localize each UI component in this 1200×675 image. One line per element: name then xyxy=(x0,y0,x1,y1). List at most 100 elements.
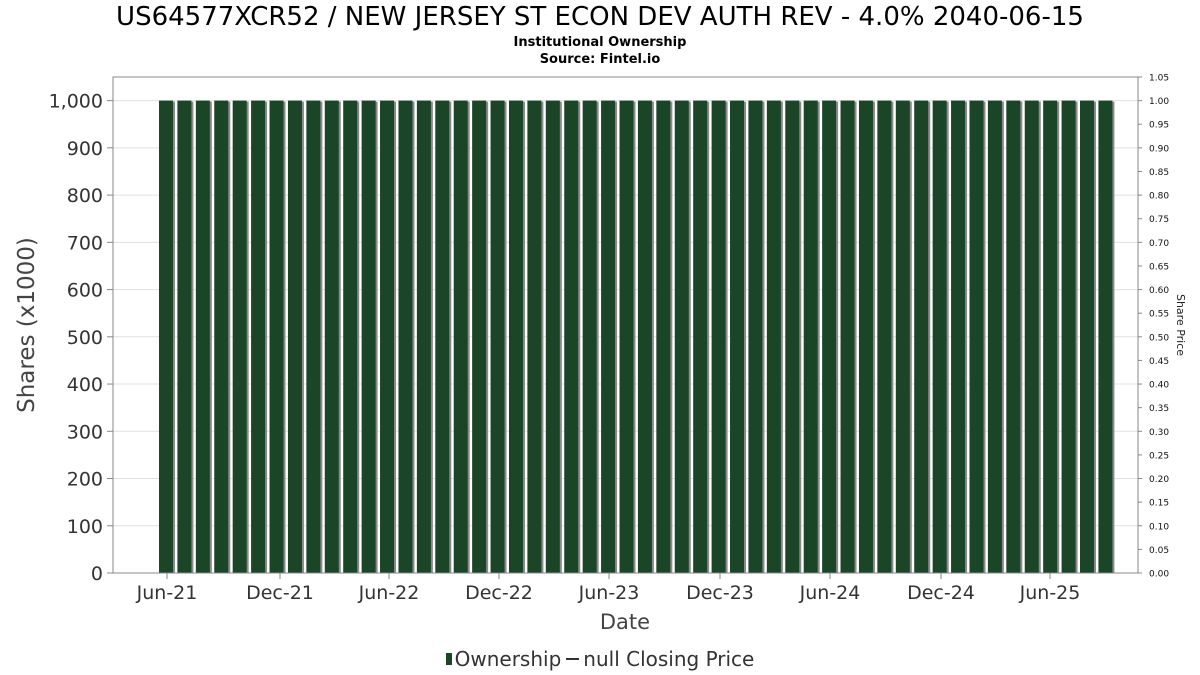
ownership-legend-swatch xyxy=(445,653,452,665)
y2-tick-label: 0.95 xyxy=(1149,121,1169,131)
bar xyxy=(564,100,579,573)
bar xyxy=(435,100,450,573)
bar xyxy=(619,100,634,573)
x-tick-label: Jun-23 xyxy=(578,582,640,604)
bar xyxy=(545,100,560,573)
y2-tick-label: 0.00 xyxy=(1149,570,1169,580)
y2-tick-label: 0.10 xyxy=(1149,522,1169,532)
bar xyxy=(1024,100,1039,573)
y-tick-label: 400 xyxy=(67,374,103,396)
bar xyxy=(472,100,487,573)
y2-tick-label: 0.50 xyxy=(1149,333,1169,343)
bar xyxy=(195,100,210,573)
x-tick-label: Jun-24 xyxy=(799,582,861,604)
x-axis: Jun-21 Dec-21 Jun-22 Dec-22 Jun-23 Dec-23 Jun-… xyxy=(136,573,1081,604)
y2-axis-label: Share Price xyxy=(1174,294,1187,356)
chart-title: US64577XCR52 / NEW JERSEY ST ECON DEV AU… xyxy=(116,2,1084,32)
legend-ownership-label: Ownership xyxy=(454,647,562,671)
plot-frame xyxy=(112,76,1139,574)
bar-group xyxy=(159,100,1115,573)
bar xyxy=(730,100,745,573)
bar xyxy=(987,100,1002,573)
bar xyxy=(637,100,652,573)
chart-source: Source: Fintel.io xyxy=(539,52,661,67)
x-tick-label: Dec-24 xyxy=(907,582,975,604)
x-tick-label: Dec-23 xyxy=(686,582,754,604)
bar xyxy=(269,100,284,573)
bar xyxy=(490,100,505,573)
bar xyxy=(287,100,302,573)
chart-subtitle: Institutional Ownership xyxy=(513,35,687,50)
x-tick-label: Dec-22 xyxy=(465,582,533,604)
bar xyxy=(380,100,395,573)
y-tick-label: 700 xyxy=(67,232,103,254)
y2-axis: 0.00 0.05 0.10 0.15 0.20 0.25 0.30 0.35 0.40 0.45… xyxy=(1138,74,1169,580)
y2-tick-label: 0.60 xyxy=(1149,286,1169,296)
y-tick-label: 300 xyxy=(67,421,103,443)
y2-tick-label: 0.65 xyxy=(1149,262,1169,272)
bar xyxy=(398,100,413,573)
bar xyxy=(508,100,523,573)
y-tick-label: 0 xyxy=(91,563,103,585)
bar xyxy=(1043,100,1058,573)
bar xyxy=(840,100,855,573)
bar xyxy=(453,100,468,573)
y2-tick-label: 0.85 xyxy=(1149,168,1169,178)
y-tick-label: 800 xyxy=(67,185,103,207)
y2-tick-label: 0.75 xyxy=(1149,215,1169,225)
x-axis-label: Date xyxy=(600,610,650,634)
y2-tick-label: 1.00 xyxy=(1149,97,1169,107)
y2-tick-label: 0.30 xyxy=(1149,428,1169,438)
bar xyxy=(1080,100,1094,573)
bar xyxy=(766,100,781,573)
legend-price-label: null Closing Price xyxy=(583,647,755,671)
legend: Ownership null Closing Price xyxy=(0,647,1200,671)
y2-tick-label: 0.15 xyxy=(1149,499,1169,509)
y-tick-label: 100 xyxy=(67,516,103,538)
y2-tick-label: 0.25 xyxy=(1149,451,1169,461)
y-tick-label: 600 xyxy=(67,280,103,302)
bar xyxy=(951,100,966,573)
y-tick-label: 900 xyxy=(67,138,103,160)
bar xyxy=(748,100,763,573)
bar xyxy=(969,100,984,573)
bar xyxy=(1006,100,1021,573)
bar xyxy=(361,100,376,573)
x-tick-label: Jun-21 xyxy=(136,582,198,604)
bar xyxy=(1061,100,1076,573)
bar xyxy=(582,100,597,573)
bar xyxy=(932,100,947,573)
y2-tick-label: 0.20 xyxy=(1149,475,1169,485)
bar xyxy=(858,100,873,573)
bar xyxy=(416,100,431,573)
y2-tick-label: 0.05 xyxy=(1149,546,1169,556)
y2-tick-label: 0.35 xyxy=(1149,404,1169,414)
bar xyxy=(324,100,339,573)
y-tick-label: 200 xyxy=(67,469,103,491)
bar xyxy=(232,100,247,573)
bar xyxy=(527,100,542,573)
x-tick-label: Jun-25 xyxy=(1019,582,1081,604)
y2-tick-label: 0.40 xyxy=(1149,381,1169,391)
bar xyxy=(343,100,358,573)
bar xyxy=(251,100,266,573)
bar xyxy=(1098,100,1113,573)
price-legend-line xyxy=(566,658,580,660)
bar xyxy=(674,100,689,573)
y2-tick-label: 1.05 xyxy=(1149,74,1169,84)
x-tick-label: Dec-21 xyxy=(246,582,314,604)
y2-tick-label: 0.70 xyxy=(1149,239,1169,249)
bar xyxy=(693,100,708,573)
bar xyxy=(711,100,726,573)
bar xyxy=(914,100,929,573)
bar xyxy=(822,100,837,573)
y-tick-label: 500 xyxy=(67,327,103,349)
y2-tick-label: 0.45 xyxy=(1149,357,1169,367)
bar xyxy=(306,100,321,573)
bar xyxy=(214,100,229,573)
bar xyxy=(785,100,800,573)
bar xyxy=(656,100,671,573)
bar xyxy=(803,100,818,573)
x-tick-label: Jun-22 xyxy=(358,582,420,604)
